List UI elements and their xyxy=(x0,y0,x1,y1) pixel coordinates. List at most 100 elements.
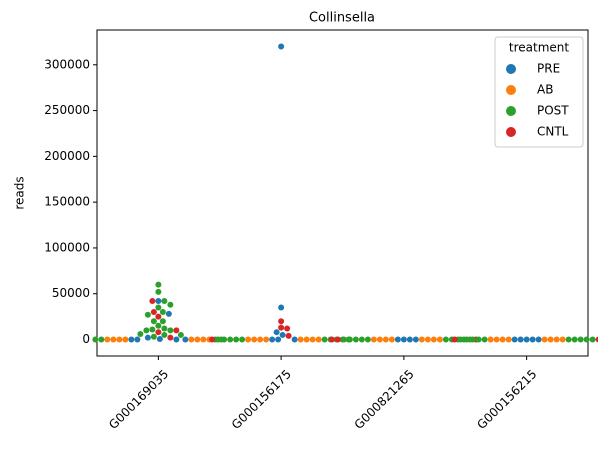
legend-marker xyxy=(506,106,516,116)
point xyxy=(251,336,258,343)
point xyxy=(116,336,123,343)
legend-box xyxy=(494,36,584,148)
point xyxy=(161,331,168,338)
point xyxy=(321,336,328,343)
point xyxy=(517,336,524,343)
point xyxy=(511,336,518,343)
point xyxy=(134,336,141,343)
point xyxy=(92,336,99,343)
point xyxy=(451,336,458,343)
point xyxy=(167,334,174,341)
point xyxy=(200,336,207,343)
point xyxy=(156,336,163,343)
point xyxy=(278,43,285,50)
point xyxy=(122,336,129,343)
point xyxy=(583,336,590,343)
point xyxy=(442,336,449,343)
point xyxy=(167,301,174,308)
legend-label: POST xyxy=(537,104,569,118)
point xyxy=(297,336,304,343)
point xyxy=(278,304,285,311)
y-tick-label: 150000 xyxy=(44,195,90,209)
point xyxy=(149,298,156,305)
point xyxy=(155,288,162,295)
point xyxy=(144,334,151,341)
point xyxy=(505,336,512,343)
point xyxy=(149,326,156,333)
x-tick-label: G000169035 xyxy=(106,367,171,432)
legend-marker xyxy=(506,85,516,95)
point xyxy=(278,324,285,331)
point xyxy=(110,336,117,343)
point xyxy=(400,336,407,343)
point xyxy=(370,336,377,343)
legend-label: PRE xyxy=(537,62,560,76)
y-tick-label: 250000 xyxy=(44,103,90,117)
point xyxy=(155,281,162,288)
point xyxy=(215,336,222,343)
point xyxy=(104,336,111,343)
point xyxy=(227,336,234,343)
y-tick-label: 300000 xyxy=(44,57,90,71)
point xyxy=(155,329,162,336)
y-tick-label: 100000 xyxy=(44,240,90,254)
point xyxy=(352,336,359,343)
point xyxy=(430,336,437,343)
y-axis-label: reads xyxy=(13,176,27,209)
point xyxy=(284,325,291,332)
point xyxy=(221,336,228,343)
legend-marker xyxy=(506,127,516,137)
point xyxy=(595,336,598,343)
point xyxy=(161,298,168,305)
point xyxy=(269,336,276,343)
point xyxy=(144,311,151,318)
point xyxy=(257,336,264,343)
point xyxy=(150,318,157,325)
point xyxy=(279,331,286,338)
legend-label: AB xyxy=(537,83,553,97)
point xyxy=(589,336,596,343)
point xyxy=(182,336,189,343)
point xyxy=(388,336,395,343)
point xyxy=(273,329,280,336)
point xyxy=(239,336,246,343)
point xyxy=(309,336,316,343)
x-tick-label: G000821265 xyxy=(352,367,417,432)
point xyxy=(209,336,216,343)
y-tick-label: 200000 xyxy=(44,149,90,163)
point xyxy=(382,336,389,343)
point xyxy=(188,336,195,343)
point xyxy=(481,336,488,343)
point xyxy=(346,336,353,343)
point xyxy=(328,336,335,343)
point xyxy=(128,336,135,343)
chart-title: Collinsella xyxy=(309,11,375,26)
point xyxy=(233,336,240,343)
legend-label: CNTL xyxy=(537,125,569,139)
point xyxy=(278,318,285,325)
point xyxy=(424,336,431,343)
point xyxy=(291,336,298,343)
point xyxy=(412,336,419,343)
point xyxy=(161,325,168,332)
point xyxy=(475,336,482,343)
point xyxy=(173,336,180,343)
point xyxy=(418,336,425,343)
legend-marker xyxy=(506,64,516,74)
point xyxy=(177,331,184,338)
point xyxy=(173,327,180,334)
point xyxy=(535,336,542,343)
point xyxy=(143,327,150,334)
point xyxy=(194,336,201,343)
point xyxy=(167,327,174,334)
point xyxy=(303,336,310,343)
point xyxy=(394,336,401,343)
point xyxy=(577,336,584,343)
point xyxy=(315,336,322,343)
point xyxy=(155,322,162,329)
point xyxy=(165,310,172,317)
point xyxy=(98,336,105,343)
point xyxy=(499,336,506,343)
plot-frame xyxy=(96,29,589,357)
